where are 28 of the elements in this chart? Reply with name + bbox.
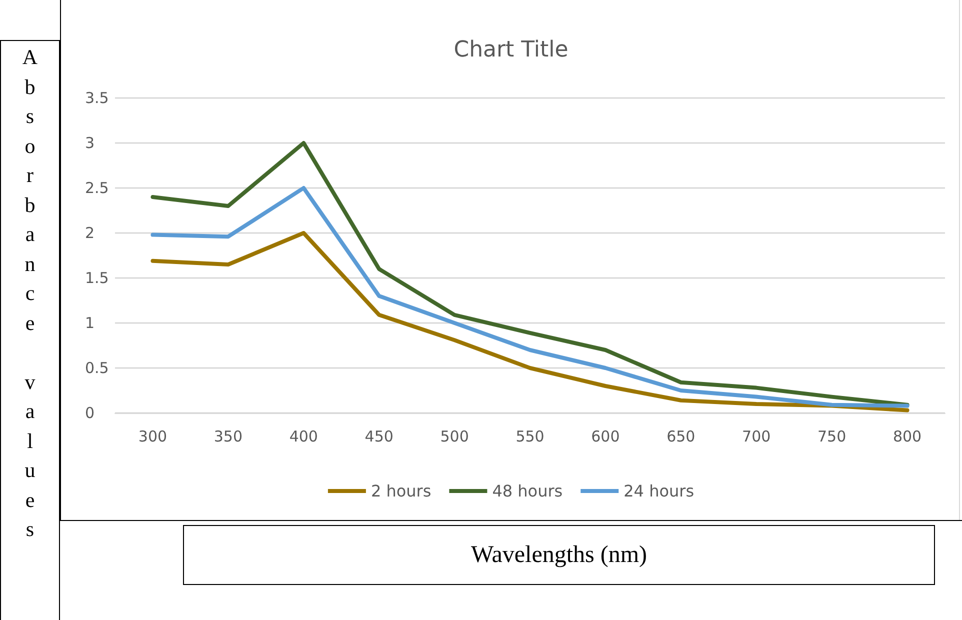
- y-tick-label: 0.5: [85, 359, 109, 377]
- line-series: [150, 231, 910, 412]
- legend-label: 24 hours: [624, 482, 694, 500]
- line-series: [150, 186, 910, 408]
- x-axis-title: Wavelengths (nm): [183, 525, 935, 585]
- x-tick-label: 400: [289, 428, 318, 446]
- x-tick-label: 350: [214, 428, 242, 446]
- chart-title: Chart Title: [454, 38, 568, 62]
- y-tick-label: 0: [85, 404, 95, 422]
- legend-label: 2 hours: [370, 482, 432, 500]
- x-tick-label: 600: [591, 428, 620, 446]
- legend-label: 48 hours: [492, 482, 563, 500]
- y-tick-label: 3.5: [85, 89, 109, 107]
- y-tick-label: 1: [85, 314, 95, 332]
- y-tick-label: 2: [85, 224, 95, 242]
- text: Absorbance values: [22, 45, 38, 541]
- x-tick-label: 650: [666, 428, 696, 446]
- x-tick-label: 450: [364, 428, 394, 446]
- x-tick-label: 300: [138, 428, 168, 446]
- y-tick-label: 1.5: [85, 269, 109, 287]
- line-series: [150, 141, 910, 407]
- x-tick-label: 750: [818, 428, 846, 446]
- x-tick-label: 550: [516, 428, 544, 446]
- x-tick-label: 500: [440, 428, 469, 446]
- x-tick-label: 800: [892, 428, 922, 446]
- y-tick-label: 2.5: [85, 179, 109, 197]
- x-tick-label: 700: [742, 428, 771, 446]
- y-tick-label: 3: [85, 134, 95, 152]
